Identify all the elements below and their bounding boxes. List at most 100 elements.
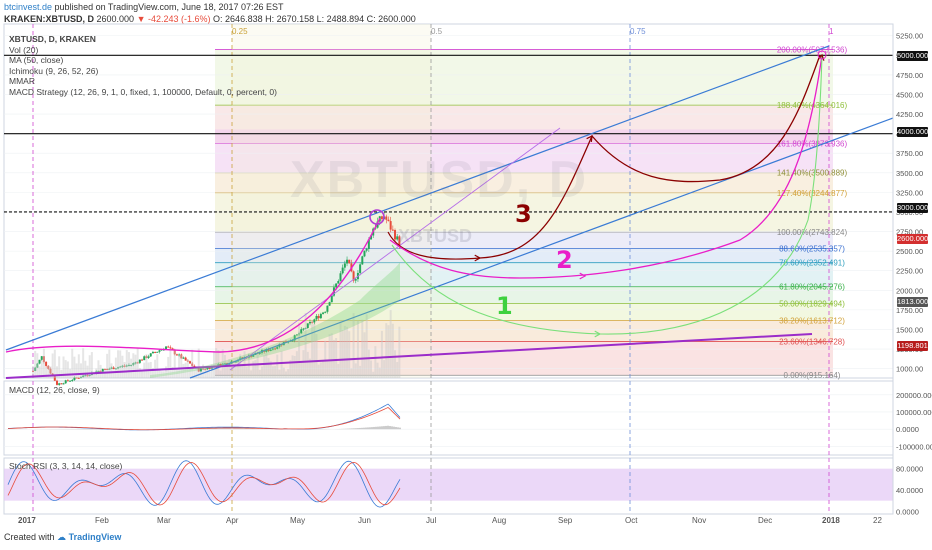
candle-body bbox=[134, 362, 137, 364]
volume-bar bbox=[101, 371, 104, 378]
scenario-1-arrow bbox=[594, 330, 602, 338]
candle-body bbox=[311, 321, 314, 323]
volume-bar bbox=[289, 360, 292, 378]
macd-histogram-bar bbox=[357, 428, 359, 430]
macd-histogram-bar bbox=[237, 428, 239, 430]
candle-body bbox=[130, 364, 133, 366]
volume-bar bbox=[352, 313, 355, 378]
volume-bar bbox=[103, 369, 106, 378]
volume-bar bbox=[132, 353, 135, 378]
volume-bar bbox=[189, 368, 192, 378]
macd-histogram-bar bbox=[235, 428, 237, 430]
volume-bar bbox=[134, 354, 137, 378]
indicator-legend: XBTUSD, D, KRAKEN Vol (20) MA (50, close… bbox=[9, 34, 277, 98]
volume-bar bbox=[278, 369, 281, 378]
candle-body bbox=[119, 366, 122, 368]
candle-body bbox=[328, 302, 331, 306]
candle-body bbox=[36, 363, 39, 368]
volume-bar bbox=[291, 355, 294, 378]
macd-histogram-bar bbox=[229, 428, 231, 430]
volume-bar bbox=[58, 356, 61, 378]
y-tick-label: 3250.00 bbox=[896, 188, 923, 197]
volume-bar bbox=[374, 346, 377, 378]
scenario-3-arrow bbox=[474, 254, 482, 262]
macd-histogram-bar bbox=[215, 428, 217, 430]
fib-level-label: 78.60%(2352.491) bbox=[779, 259, 845, 268]
volume-bar bbox=[138, 367, 141, 378]
publish-text: published on TradingView.com, June 18, 2… bbox=[54, 2, 284, 12]
legend-item[interactable]: Vol (20) bbox=[9, 44, 39, 55]
scenario-2-path bbox=[389, 54, 823, 279]
volume-bar bbox=[88, 355, 91, 378]
macd-histogram-bar bbox=[373, 426, 375, 430]
fib-band-highlight bbox=[215, 129, 833, 144]
macd-histogram-bar bbox=[379, 426, 381, 430]
fib-level-label: 100.00%(2743.824) bbox=[777, 228, 848, 237]
candle-body bbox=[326, 305, 329, 312]
volume-bar bbox=[241, 365, 244, 378]
volume-bar bbox=[97, 360, 100, 378]
candle-body bbox=[271, 348, 274, 350]
volume-bar bbox=[385, 323, 388, 378]
target-marker bbox=[817, 50, 827, 60]
volume-bar bbox=[258, 369, 261, 378]
stoch-title[interactable]: Stoch RSI (3, 3, 14, 14, close) bbox=[9, 461, 123, 471]
candle-body bbox=[58, 383, 61, 385]
x-tick-label: Sep bbox=[558, 516, 573, 525]
volume-bar bbox=[343, 325, 346, 378]
candle-body bbox=[97, 370, 100, 372]
volume-bar bbox=[180, 354, 183, 378]
candle-body bbox=[125, 365, 128, 367]
ticker-ohlc: O: 2646.838 H: 2670.158 L: 2488.894 C: 2… bbox=[213, 14, 416, 24]
volume-bar bbox=[304, 312, 307, 378]
volume-bar bbox=[219, 370, 222, 378]
macd-tick-label: 0.0000 bbox=[896, 425, 919, 434]
volume-bar bbox=[367, 349, 370, 378]
volume-bar bbox=[269, 361, 272, 378]
candle-body bbox=[370, 235, 373, 240]
ath-circle bbox=[369, 209, 385, 225]
legend-item[interactable]: Ichimoku (9, 26, 52, 26) bbox=[9, 65, 99, 76]
candle-body bbox=[103, 368, 106, 370]
candle-body bbox=[228, 363, 231, 365]
macd-histogram-bar bbox=[371, 427, 373, 430]
legend-item[interactable]: MACD Strategy (12, 26, 9, 1, 0, fixed, 1… bbox=[9, 86, 277, 97]
macd-histogram-bar bbox=[243, 428, 245, 430]
volume-bar bbox=[276, 354, 279, 378]
volume-bar bbox=[319, 362, 322, 378]
candle-body bbox=[99, 370, 102, 372]
ichimoku-cloud bbox=[150, 262, 400, 378]
x-tick-label: Jul bbox=[426, 516, 437, 525]
scenario-3-arrow bbox=[586, 134, 593, 143]
macd-title[interactable]: MACD (12, 26, close, 9) bbox=[9, 385, 100, 395]
volume-bar bbox=[230, 363, 233, 378]
volume-bar bbox=[221, 349, 224, 378]
fib-band bbox=[215, 286, 833, 304]
volume-bar bbox=[119, 350, 122, 378]
candle-body bbox=[149, 353, 152, 357]
y-tick-label: 1500.00 bbox=[896, 325, 923, 334]
macd-histogram-bar bbox=[369, 427, 371, 430]
macd-histogram-bar bbox=[361, 427, 363, 430]
macd-histogram-bar bbox=[213, 428, 215, 430]
candle-body bbox=[234, 361, 237, 363]
fib-band bbox=[215, 49, 833, 106]
fib-level-label: 23.60%(1346.728) bbox=[779, 337, 845, 346]
site-link[interactable]: btcinvest.de bbox=[4, 2, 53, 12]
candle-body bbox=[145, 356, 148, 358]
volume-bar bbox=[165, 366, 168, 378]
volume-bar bbox=[178, 355, 181, 378]
footer-brand[interactable]: TradingView bbox=[68, 532, 122, 542]
price-label-1198: 1198.801 bbox=[897, 341, 928, 351]
legend-item[interactable]: MA (50, close) bbox=[9, 55, 64, 66]
volume-bar bbox=[130, 358, 133, 378]
fib-level-label: 188.40%(4364.016) bbox=[777, 101, 848, 110]
scenario-1-path bbox=[391, 54, 823, 335]
macd-histogram-bar bbox=[205, 428, 207, 430]
candle-body bbox=[252, 355, 255, 357]
volume-bar bbox=[121, 355, 124, 378]
legend-item[interactable]: MMAR bbox=[9, 76, 35, 87]
macd-histogram-bar bbox=[377, 426, 379, 430]
tradingview-logo-icon: ☁ bbox=[57, 532, 67, 542]
